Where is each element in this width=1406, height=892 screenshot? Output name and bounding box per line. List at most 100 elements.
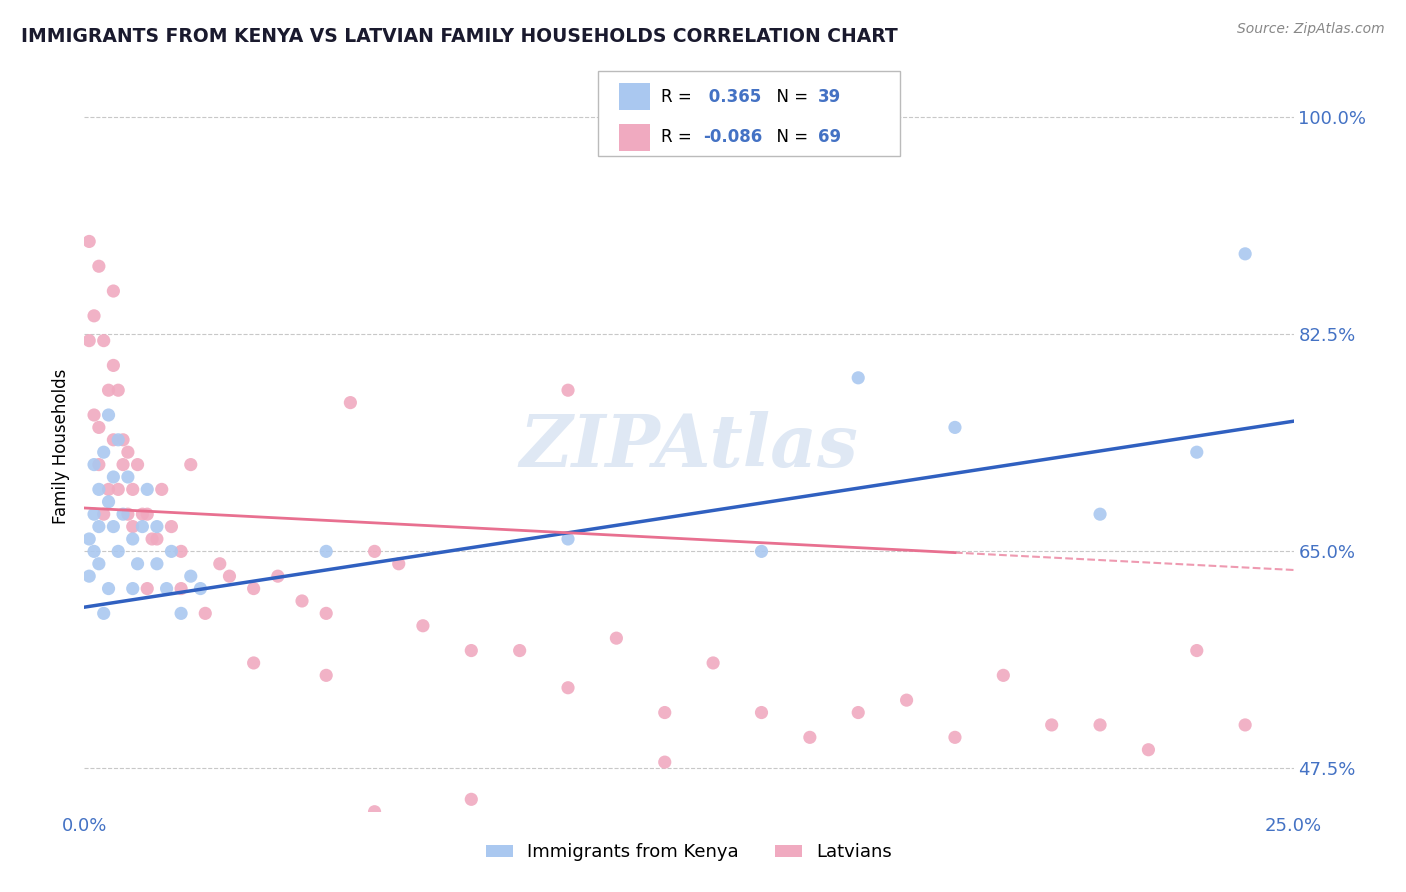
Point: [87, 420, 110, 434]
Point: [896, 693, 918, 707]
Text: 69: 69: [818, 128, 841, 146]
Point: [107, 544, 129, 558]
Point: [943, 731, 966, 745]
Point: [83, 408, 105, 422]
Legend: Immigrants from Kenya, Latvians: Immigrants from Kenya, Latvians: [478, 836, 900, 869]
Point: [1088, 718, 1111, 732]
Text: R =: R =: [661, 87, 697, 106]
Point: [117, 507, 139, 521]
Point: [315, 544, 337, 558]
Point: [83, 309, 105, 323]
Point: [141, 532, 163, 546]
Point: [1137, 743, 1160, 757]
Point: [131, 507, 153, 521]
Point: [943, 420, 966, 434]
Point: [208, 557, 231, 571]
Point: [107, 383, 129, 397]
Point: [83, 544, 105, 558]
Point: [1185, 643, 1208, 657]
Text: N =: N =: [766, 128, 814, 146]
Point: [107, 433, 129, 447]
Point: [136, 483, 159, 497]
Point: [1040, 718, 1063, 732]
Point: [83, 507, 105, 521]
Point: [846, 706, 869, 720]
Point: [131, 519, 153, 533]
Point: [136, 582, 159, 596]
Point: [127, 458, 149, 472]
Point: [121, 519, 143, 533]
Point: [654, 706, 676, 720]
Point: [1185, 445, 1208, 459]
Point: [242, 656, 264, 670]
Text: -0.086: -0.086: [703, 128, 762, 146]
Point: [363, 805, 385, 819]
Point: [170, 544, 193, 558]
Text: IMMIGRANTS FROM KENYA VS LATVIAN FAMILY HOUSEHOLDS CORRELATION CHART: IMMIGRANTS FROM KENYA VS LATVIAN FAMILY …: [21, 27, 898, 45]
Point: [117, 470, 139, 484]
Point: [557, 383, 579, 397]
Point: [242, 582, 264, 596]
Point: [97, 383, 120, 397]
Point: [460, 643, 482, 657]
Point: [112, 458, 135, 472]
Point: [97, 582, 120, 596]
Point: [93, 507, 115, 521]
Point: [150, 483, 173, 497]
Point: [315, 607, 337, 621]
Point: [267, 569, 290, 583]
Point: [388, 557, 411, 571]
Point: [103, 359, 125, 373]
Point: [97, 495, 120, 509]
Point: [339, 395, 361, 409]
Point: [846, 371, 869, 385]
Point: [107, 483, 129, 497]
Point: [654, 755, 676, 769]
Point: [146, 557, 169, 571]
Text: Source: ZipAtlas.com: Source: ZipAtlas.com: [1237, 22, 1385, 37]
Point: [97, 483, 120, 497]
Point: [97, 408, 120, 422]
Text: N =: N =: [766, 87, 814, 106]
Point: [93, 607, 115, 621]
Point: [155, 582, 177, 596]
Point: [146, 519, 169, 533]
Point: [77, 532, 100, 546]
Point: [180, 458, 202, 472]
Text: ZIPAtlas: ZIPAtlas: [520, 410, 858, 482]
Point: [315, 668, 337, 682]
Point: [121, 483, 143, 497]
Point: [190, 582, 212, 596]
Point: [87, 259, 110, 273]
Point: [170, 582, 193, 596]
Point: [291, 594, 314, 608]
Point: [751, 706, 773, 720]
Point: [112, 507, 135, 521]
Point: [412, 619, 434, 633]
Point: [83, 458, 105, 472]
Point: [87, 483, 110, 497]
Point: [509, 643, 531, 657]
Point: [121, 532, 143, 546]
Point: [121, 582, 143, 596]
Point: [363, 544, 385, 558]
Point: [87, 519, 110, 533]
Point: [218, 569, 240, 583]
Point: [180, 569, 202, 583]
Point: [87, 458, 110, 472]
Point: [136, 507, 159, 521]
Point: [557, 532, 579, 546]
Point: [117, 445, 139, 459]
Point: [103, 433, 125, 447]
Point: [170, 607, 193, 621]
Point: [993, 668, 1015, 682]
Point: [160, 544, 183, 558]
Point: [1234, 718, 1257, 732]
Point: [77, 569, 100, 583]
Point: [194, 607, 217, 621]
Point: [702, 656, 724, 670]
Point: [103, 470, 125, 484]
Point: [146, 532, 169, 546]
Point: [112, 433, 135, 447]
Point: [460, 792, 482, 806]
